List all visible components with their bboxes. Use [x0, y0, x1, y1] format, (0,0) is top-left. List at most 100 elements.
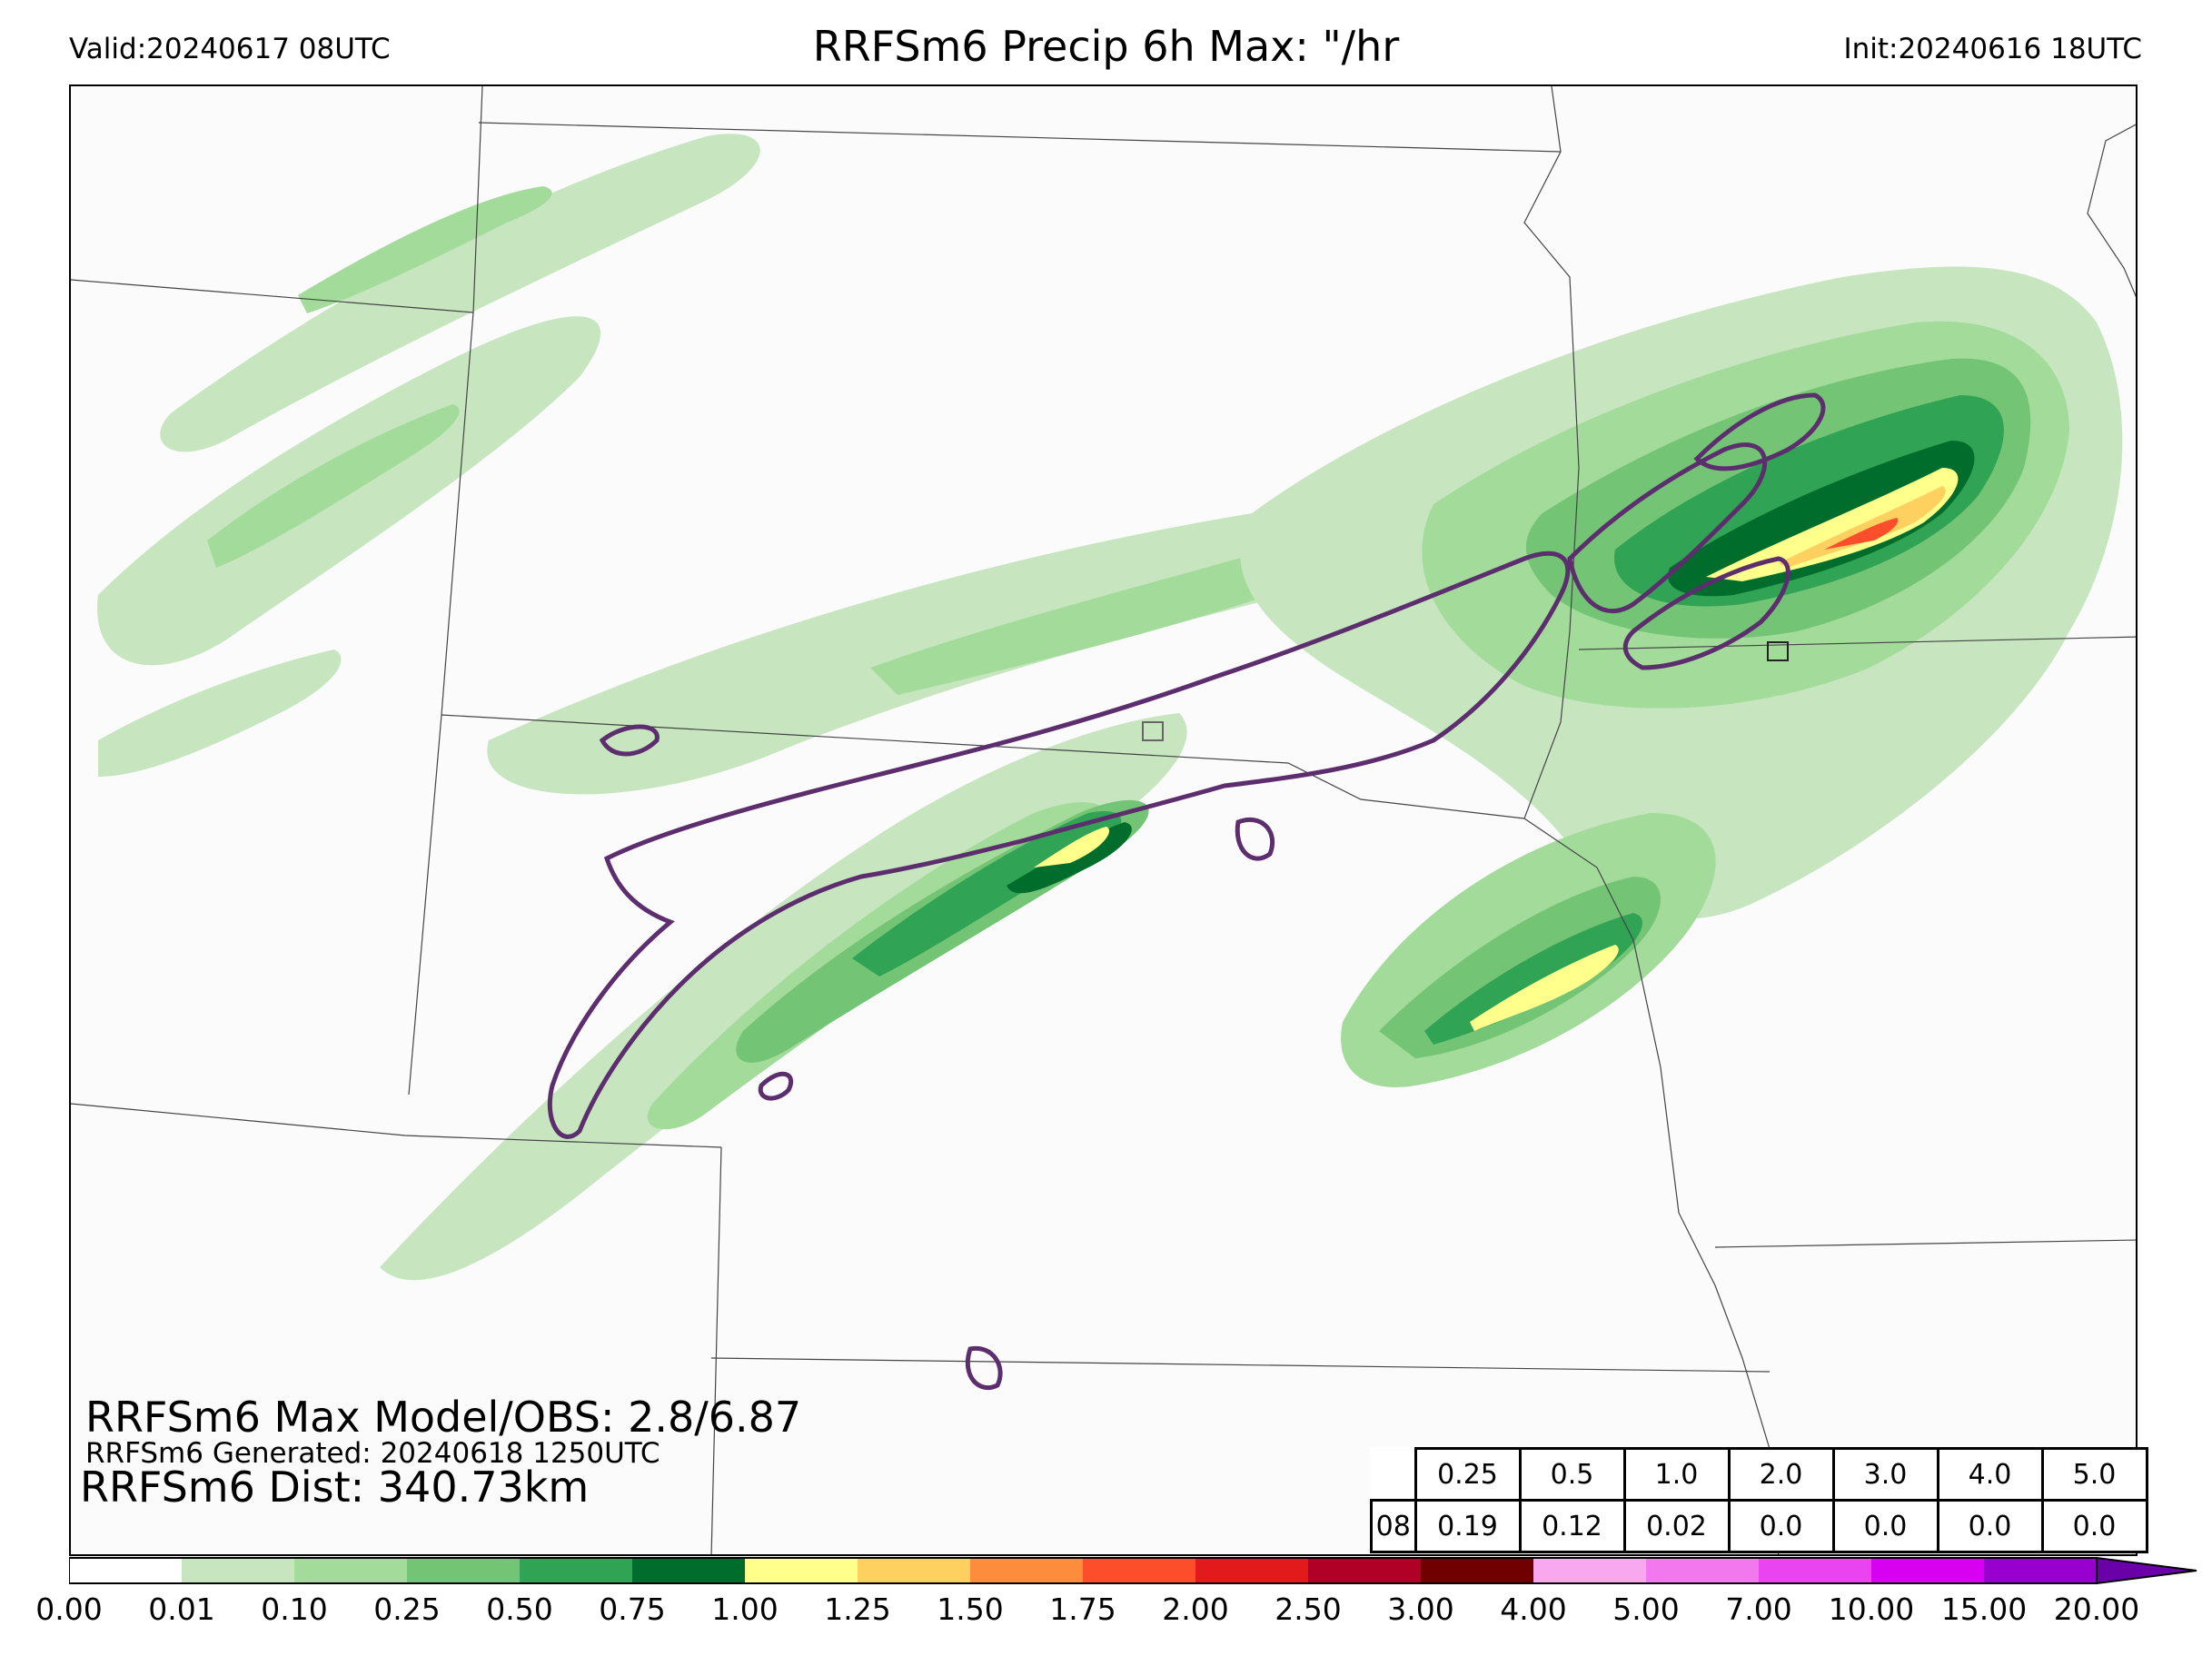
obs-contour [1235, 817, 1275, 861]
colorbar-swatch [520, 1558, 632, 1583]
colorbar-tick-label: 3.00 [1387, 1592, 1454, 1627]
valid-time-label: Valid:20240617 08UTC [69, 33, 391, 65]
colorbar-tick-label: 0.01 [148, 1592, 215, 1627]
colorbar-tick-label: 1.00 [711, 1592, 779, 1627]
colorbar-tick-label: 0.50 [486, 1592, 553, 1627]
value-cell: 0.0 [1727, 1499, 1835, 1553]
distance-label: RRFSm6 Dist: 340.73km [80, 1463, 590, 1512]
max-model-obs-label: RRFSm6 Max Model/OBS: 2.8/6.87 [85, 1393, 802, 1442]
colorbar-swatch [1533, 1558, 1646, 1583]
colorbar-tick-label: 1.75 [1049, 1592, 1116, 1627]
precip-region-medium [870, 548, 1311, 695]
state-border [710, 1146, 722, 1554]
colorbar-tick-label: 2.00 [1162, 1592, 1229, 1627]
threshold-cell: 1.0 [1622, 1447, 1731, 1502]
generated-time-label: RRFSm6 Generated: 20240618 1250UTC [85, 1437, 660, 1470]
station-marker [1767, 641, 1789, 661]
colorbar-extend-arrow [2096, 1556, 2197, 1585]
colorbar-swatch [182, 1558, 294, 1583]
threshold-cell: 3.0 [1831, 1447, 1939, 1502]
value-cell: 0.19 [1413, 1499, 1522, 1553]
state-border [71, 279, 474, 313]
colorbar-swatch [632, 1558, 745, 1583]
state-borders [71, 86, 2136, 1554]
map-canvas [71, 86, 2136, 1554]
threshold-cell: 4.0 [1936, 1447, 2044, 1502]
colorbar-tick-label: 20.00 [2053, 1592, 2140, 1627]
precip-region-heavy [1424, 913, 1642, 1045]
value-cell: 0.0 [1936, 1499, 2044, 1553]
precip-field [97, 134, 2123, 1281]
precip-region-peak [1470, 945, 1619, 1031]
init-time-label: Init:20240616 18UTC [1843, 33, 2142, 65]
state-border [710, 1357, 1771, 1373]
colorbar-swatch [1759, 1558, 1871, 1583]
precip-region-light [98, 650, 342, 777]
colorbar [69, 1556, 2197, 1585]
colorbar-tick-label: 0.25 [373, 1592, 441, 1627]
state-border [71, 1103, 722, 1148]
colorbar-tick-label: 1.25 [824, 1592, 891, 1627]
state-border [1714, 1239, 2136, 1248]
map-title: RRFSm6 Precip 6h Max: "/hr [812, 22, 1400, 71]
threshold-value-row: 08 0.19 0.12 0.02 0.0 0.0 0.0 0.0 [1370, 1499, 2148, 1553]
colorbar-swatch [407, 1558, 520, 1583]
obs-contour [758, 1071, 794, 1101]
colorbar-swatch [1083, 1558, 1195, 1583]
obs-contour [599, 724, 660, 757]
colorbar-tick-label: 0.75 [599, 1592, 666, 1627]
obs-contour [1693, 392, 1826, 471]
precip-region-peak [1706, 468, 1959, 581]
threshold-cell: 5.0 [2040, 1447, 2148, 1502]
precip-region-peak [1779, 486, 1946, 568]
state-border [2087, 124, 2136, 298]
value-cell: 0.0 [2040, 1499, 2148, 1553]
threshold-cell: 2.0 [1727, 1447, 1835, 1502]
colorbar-swatch [1421, 1558, 1533, 1583]
precip-region-medium [207, 404, 460, 568]
precip-region-peak [1034, 827, 1110, 868]
colorbar-swatch [1195, 1558, 1308, 1583]
colorbar-swatch [1871, 1558, 1984, 1583]
hour-label-cell: 08 [1370, 1499, 1417, 1553]
state-border [1523, 86, 1780, 1554]
colorbar-swatch [1308, 1558, 1421, 1583]
colorbar-tick-label: 0.00 [35, 1592, 103, 1627]
obs-contour [1567, 442, 1768, 614]
colorbar-swatch [294, 1558, 407, 1583]
obs-contour [965, 1345, 1003, 1391]
threshold-cell: 0.25 [1413, 1447, 1522, 1502]
colorbar-tick-label: 1.50 [937, 1592, 1004, 1627]
value-cell: 0.12 [1518, 1499, 1626, 1553]
value-cell: 0.0 [1831, 1499, 1939, 1553]
colorbar-tick-label: 7.00 [1725, 1592, 1792, 1627]
obs-contour [1622, 556, 1790, 670]
colorbar-tick-label: 4.00 [1500, 1592, 1567, 1627]
colorbar-tick-label: 0.10 [261, 1592, 328, 1627]
value-cell: 0.02 [1622, 1499, 1731, 1553]
precip-region-heavy [1668, 441, 1975, 597]
state-border [408, 86, 483, 1096]
precip-region-light [160, 134, 760, 452]
station-marker [1142, 721, 1164, 741]
obs-contour [547, 550, 1571, 1139]
state-border [441, 714, 1525, 819]
precip-map [69, 84, 2138, 1556]
state-border [1578, 636, 2136, 650]
colorbar-swatch [1646, 1558, 1759, 1583]
colorbar-swatch [745, 1558, 858, 1583]
colorbar-tick-label: 10.00 [1828, 1592, 1915, 1627]
table-corner [1372, 1449, 1416, 1501]
colorbar-tick-label: 5.00 [1612, 1592, 1680, 1627]
colorbar-swatch [69, 1558, 182, 1583]
colorbar-outline [69, 1557, 2098, 1584]
precip-region-heavy [852, 811, 1122, 977]
colorbar-swatch [970, 1558, 1083, 1583]
threshold-cell: 0.5 [1518, 1447, 1626, 1502]
colorbar-swatch [858, 1558, 970, 1583]
colorbar-swatch [1984, 1558, 2097, 1583]
colorbar-tick-label: 2.50 [1275, 1592, 1342, 1627]
precip-region-medium [298, 186, 552, 313]
precip-region-peak [1824, 518, 1899, 550]
colorbar-tick-label: 15.00 [1940, 1592, 2028, 1627]
